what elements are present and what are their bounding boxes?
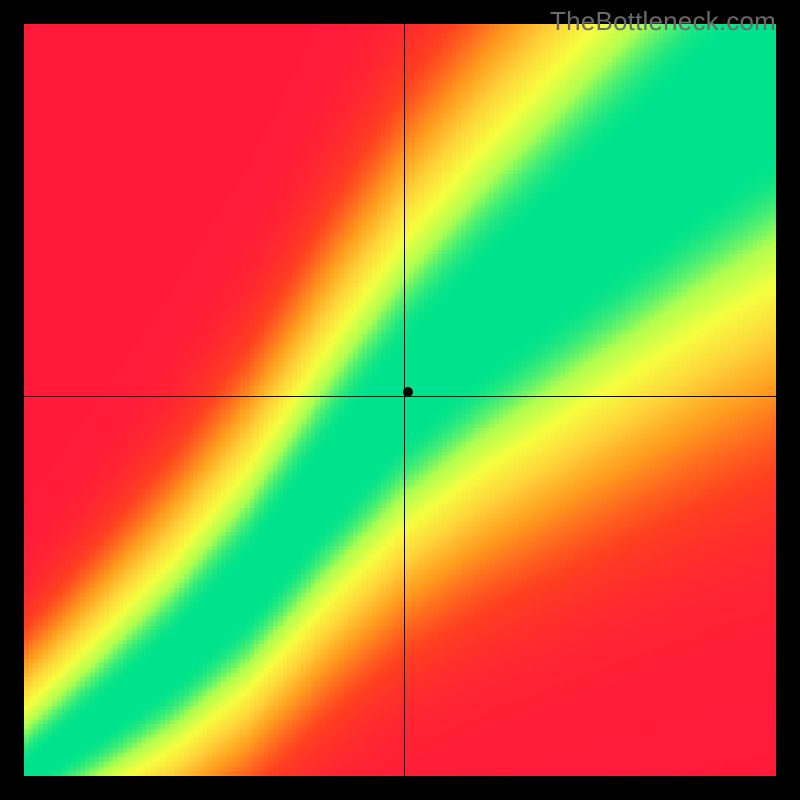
heatmap-plot <box>24 24 776 776</box>
crosshair-horizontal <box>24 396 776 397</box>
heatmap-canvas <box>24 24 776 776</box>
crosshair-vertical <box>404 24 405 776</box>
marker-dot <box>403 387 413 397</box>
watermark-text: TheBottleneck.com <box>550 6 776 37</box>
